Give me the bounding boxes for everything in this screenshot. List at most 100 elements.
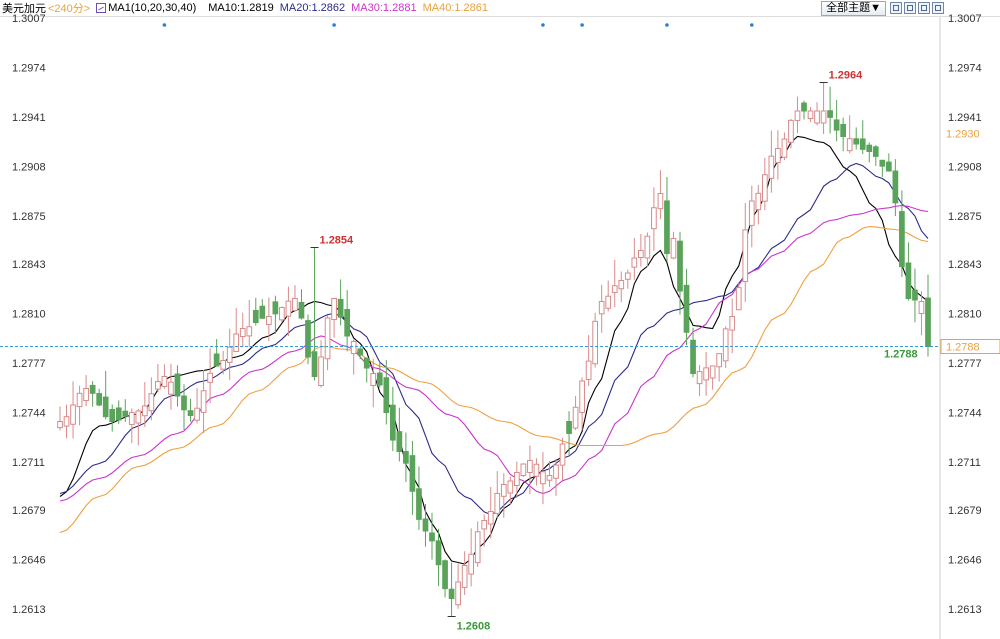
candle-up-body [696, 371, 703, 385]
y-tick-label-right: 1.2810 [948, 309, 982, 321]
candle [246, 299, 253, 347]
candle-up-body [918, 301, 925, 314]
candle-up-body [246, 326, 253, 337]
candle-up-body [57, 421, 63, 429]
candle [735, 283, 742, 311]
candle [474, 521, 481, 568]
candle [461, 551, 468, 595]
candle [174, 365, 181, 407]
candle [324, 315, 331, 371]
candle [181, 384, 187, 430]
candle [370, 358, 377, 408]
right-icon[interactable] [932, 2, 944, 14]
candle-down-body [181, 395, 187, 411]
candle [618, 271, 625, 303]
ma40-line [59, 225, 929, 534]
candle-down-body [422, 518, 429, 532]
candle [605, 280, 612, 312]
candle [272, 295, 279, 334]
y-tick-label-left: 1.2777 [12, 358, 46, 370]
candle [866, 142, 873, 163]
candle-up-body [592, 320, 599, 365]
event-marker-layer [162, 23, 754, 27]
candle [265, 297, 272, 342]
candle [533, 458, 540, 486]
price-axis-layer: 1.3007 1.3007 1.2974 1.2974 1.2941 1.2941 1.29… [0, 13, 1000, 639]
candle-up-body [155, 381, 161, 390]
expand-icon[interactable] [890, 2, 902, 14]
candle [761, 157, 768, 211]
indicator-icon [96, 3, 107, 13]
candle [383, 359, 390, 425]
candle [259, 299, 266, 319]
candle-up-body [285, 300, 292, 317]
candle-up-body [350, 340, 357, 354]
candle-down-body [892, 170, 899, 204]
shrink-icon[interactable] [904, 2, 916, 14]
candle-down-body [403, 451, 409, 464]
y-tick-label-left: 1.2711 [12, 457, 45, 469]
candle-up-body [233, 333, 240, 352]
candle [696, 365, 703, 397]
candle [775, 130, 781, 180]
left-icon[interactable] [918, 2, 930, 14]
candle-down-body [566, 421, 572, 434]
candle [213, 339, 220, 367]
candle [305, 314, 311, 365]
candle [559, 437, 566, 481]
candle [500, 473, 507, 518]
candle-up-body [794, 110, 801, 121]
candle-up-body [279, 307, 285, 321]
candle-up-body [331, 298, 337, 321]
candle [389, 386, 396, 452]
candle [801, 100, 807, 120]
candle [664, 176, 670, 262]
candle [637, 234, 644, 267]
candle [611, 259, 618, 308]
candle-up-body [768, 155, 775, 179]
candle [592, 312, 599, 368]
candle [820, 82, 827, 135]
candle-down-body [383, 377, 390, 413]
ma-indicator-label[interactable]: MA1(10,20,30,40) [96, 2, 202, 14]
y-tick-label-right: 1.2843 [948, 259, 982, 271]
candle-down-body [115, 407, 122, 421]
candle-up-body [540, 471, 546, 485]
candle-up-body [775, 148, 781, 164]
candle-down-body [840, 124, 847, 137]
candle [403, 432, 409, 483]
candle-up-body [814, 110, 820, 124]
candle [709, 365, 716, 390]
candle-down-body [89, 384, 96, 394]
candle-up-body [468, 553, 475, 575]
candle-up-body [735, 287, 742, 311]
candle-down-body [102, 396, 109, 418]
candle [168, 363, 174, 410]
candle-up-body [148, 393, 155, 412]
event-marker-dot [580, 23, 584, 27]
candle [416, 466, 422, 530]
y-tick-label-left: 1.2875 [12, 211, 46, 223]
candle [703, 352, 709, 396]
candle [298, 289, 305, 320]
candle-up-body [161, 376, 168, 388]
candle-down-body [429, 532, 435, 542]
candle-up-body [239, 328, 246, 338]
candle [141, 382, 148, 428]
y-tick-label-left: 1.2810 [12, 309, 46, 321]
y-tick-label-left: 1.2843 [12, 259, 46, 271]
candle [468, 528, 475, 587]
candle-up-body [533, 463, 540, 477]
candle-down-body [853, 138, 860, 145]
candle-down-body [337, 298, 344, 318]
candle [429, 512, 435, 560]
ma30-line [59, 204, 929, 502]
candle [624, 269, 631, 289]
candle-down-body [344, 309, 351, 337]
candle [285, 286, 292, 337]
candle-down-body [912, 289, 918, 301]
theme-select-button[interactable]: 全部主题▼ [821, 0, 886, 16]
period-label[interactable]: <240分> [48, 3, 91, 15]
candle-up-body [487, 511, 494, 525]
